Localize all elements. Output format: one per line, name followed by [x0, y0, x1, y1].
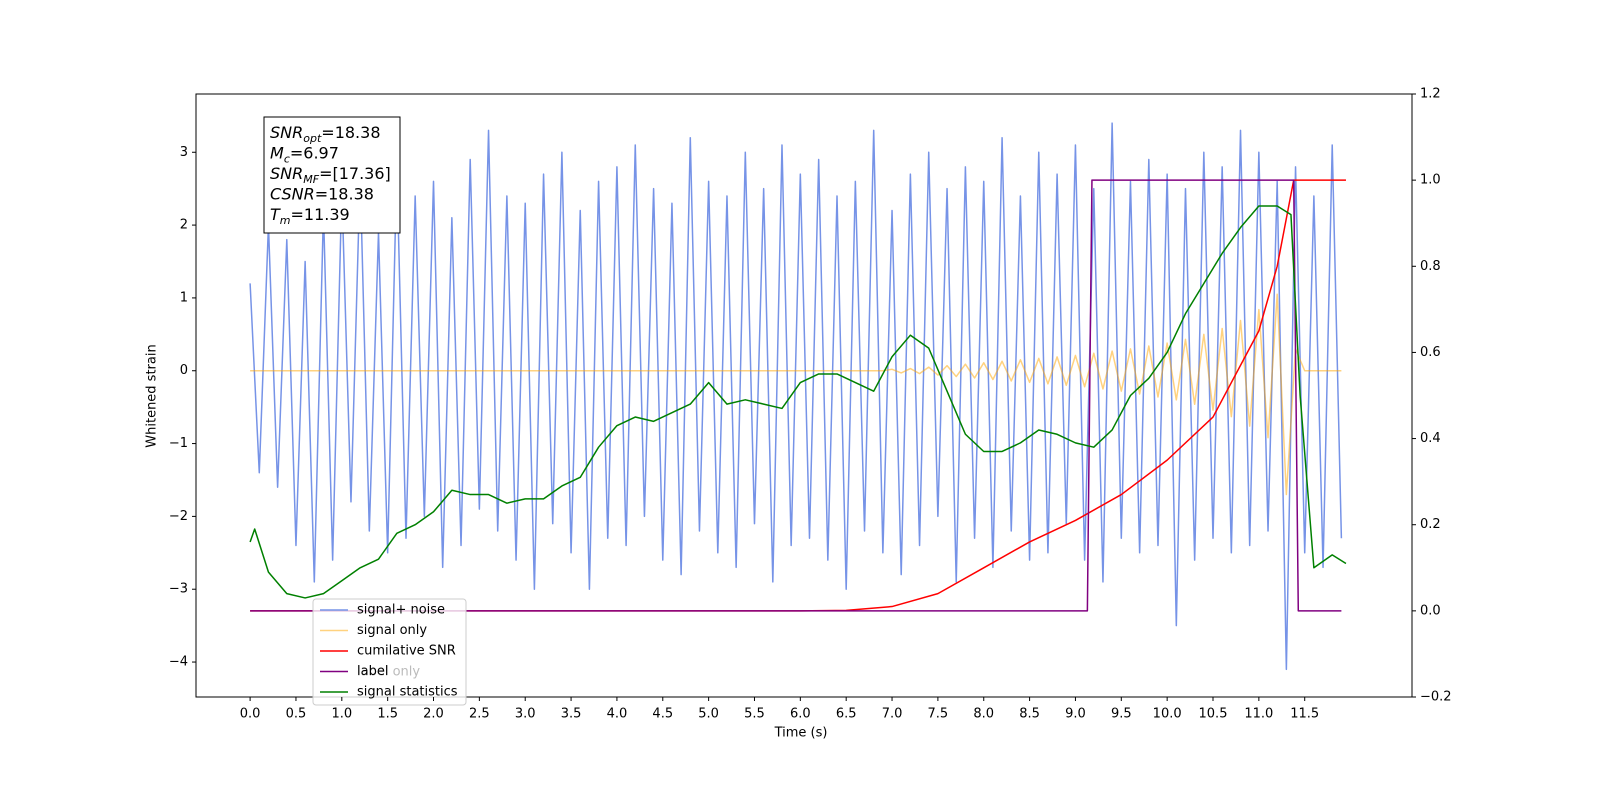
annotation-var: CSNR [270, 185, 315, 204]
annotation-var: T [270, 205, 281, 224]
plot-frame [195, 93, 1413, 698]
y2-tick-label: 0.2 [1420, 517, 1441, 532]
y-tick-label: −1 [169, 436, 188, 451]
x-tick-label: 0.0 [240, 707, 261, 722]
y2-tick-label: 0.0 [1420, 603, 1441, 618]
legend-label: signal statistics [357, 685, 458, 700]
annotation-line: Tm=11.39 [270, 205, 350, 227]
y2-tick-label: 0.6 [1420, 345, 1441, 360]
legend-label: cumilative SNR [357, 644, 456, 659]
x-tick-label: 2.5 [469, 707, 490, 722]
annotation-value: =11.39 [291, 205, 350, 224]
annotation-var: SNR [270, 164, 303, 183]
annotation-sub: opt [303, 132, 322, 145]
x-tick-label: 10.0 [1153, 707, 1182, 722]
annotation-value: =6.97 [290, 144, 339, 163]
y-tick-label: −4 [169, 655, 188, 670]
annotation-box [263, 116, 401, 234]
x-tick-label: 5.0 [698, 707, 719, 722]
x-tick-label: 11.0 [1244, 707, 1273, 722]
annotation-line: SNRMF=[17.36] [270, 164, 391, 186]
x-tick-label: 4.0 [607, 707, 628, 722]
x-tick-label: 11.5 [1290, 707, 1319, 722]
x-tick-label: 10.5 [1199, 707, 1228, 722]
legend-label: label [357, 664, 388, 679]
x-tick-label: 7.0 [882, 707, 903, 722]
y-tick-label: 0 [180, 363, 188, 378]
annotation-var: SNR [270, 123, 303, 142]
annotation-line: Mc=6.97 [270, 144, 339, 166]
x-tick-label: 1.0 [331, 707, 352, 722]
y2-tick-label: 0.4 [1420, 431, 1441, 446]
y-axis-label: Whitened strain [145, 344, 160, 447]
x-tick-label: 5.5 [744, 707, 765, 722]
annotation-value: =[17.36] [319, 164, 391, 183]
y-tick-label: −2 [169, 509, 188, 524]
y-tick-label: 3 [180, 145, 188, 160]
legend-label: signal only [357, 623, 427, 638]
x-tick-label: 7.5 [928, 707, 949, 722]
x-tick-label: 2.0 [423, 707, 444, 722]
annotation-sub: m [280, 214, 291, 227]
y2-tick-label: 1.2 [1420, 87, 1441, 102]
legend-label: signal+ noise [357, 603, 445, 618]
series-line [250, 179, 1342, 612]
annotation-value: =18.38 [315, 185, 374, 204]
y-tick-label: −3 [169, 582, 188, 597]
legend: label only signal+ noise signal only cumila… [312, 598, 467, 706]
x-tick-label: 6.0 [790, 707, 811, 722]
series-line [249, 122, 1343, 671]
annotation: SNRopt=18.38Mc=6.97SNRMF=[17.36]CSNR=18.… [263, 116, 401, 234]
x-tick-label: 3.5 [561, 707, 582, 722]
x-tick-label: 1.5 [377, 707, 398, 722]
series-line [250, 293, 1342, 496]
annotation-sub: c [284, 153, 290, 166]
annotation-line: CSNR=18.38 [270, 185, 374, 204]
x-tick-label: 6.5 [836, 707, 857, 722]
legend-box [312, 598, 467, 706]
annotation-var: M [270, 144, 284, 163]
annotation-sub: MF [303, 173, 319, 186]
x-tick-label: 4.5 [652, 707, 673, 722]
y-tick-label: 2 [180, 218, 188, 233]
x-tick-label: 9.0 [1065, 707, 1086, 722]
annotation-value: =18.38 [321, 123, 380, 142]
y2-tick-label: 1.0 [1420, 173, 1441, 188]
y-tick-label: 1 [180, 290, 188, 305]
x-tick-label: 3.0 [515, 707, 536, 722]
legend-ghost-label: label only [357, 665, 420, 680]
y2-tick-label: −0.2 [1420, 690, 1452, 705]
series-line [250, 179, 1346, 612]
y2-tick-label: 0.8 [1420, 259, 1441, 274]
x-tick-label: 0.5 [286, 707, 307, 722]
plot-area [249, 122, 1347, 671]
annotation-line: SNRopt=18.38 [270, 123, 381, 145]
x-tick-label: 8.5 [1019, 707, 1040, 722]
series-line [249, 205, 1347, 599]
x-tick-label: 9.5 [1111, 707, 1132, 722]
x-tick-label: 8.0 [973, 707, 994, 722]
x-axis-label: Time (s) [774, 726, 828, 741]
